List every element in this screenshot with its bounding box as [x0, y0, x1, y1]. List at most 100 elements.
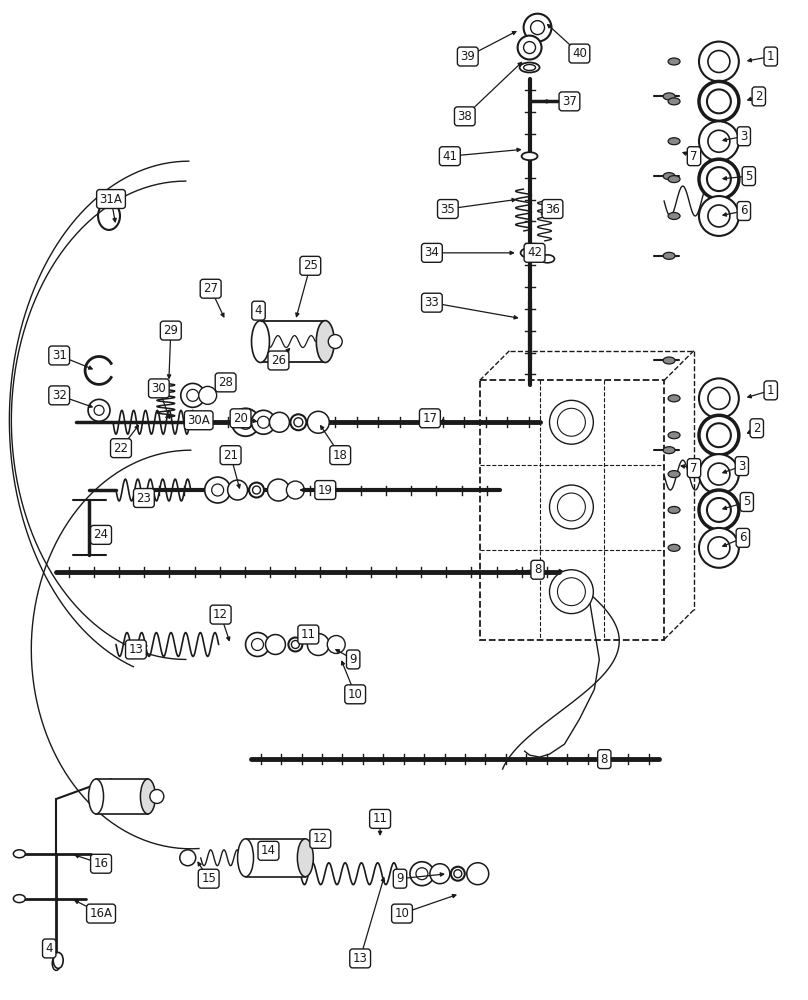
Circle shape	[549, 570, 593, 614]
Text: 3: 3	[740, 130, 747, 143]
Text: 33: 33	[424, 296, 440, 309]
Circle shape	[699, 528, 739, 568]
Text: 4: 4	[45, 942, 53, 955]
Text: 2: 2	[755, 90, 763, 103]
Circle shape	[707, 167, 731, 191]
Ellipse shape	[668, 98, 680, 105]
Ellipse shape	[524, 65, 536, 70]
Circle shape	[187, 389, 199, 401]
Text: 22: 22	[113, 442, 128, 455]
Text: 6: 6	[739, 531, 747, 544]
Ellipse shape	[251, 321, 269, 362]
Text: 30: 30	[151, 382, 166, 395]
Circle shape	[307, 411, 329, 433]
Text: 9: 9	[396, 872, 404, 885]
Circle shape	[558, 578, 585, 606]
Ellipse shape	[668, 58, 680, 65]
Text: 40: 40	[572, 47, 587, 60]
Text: 15: 15	[201, 872, 216, 885]
Circle shape	[549, 400, 593, 444]
Bar	[480, 380, 664, 640]
Text: 8: 8	[534, 563, 541, 576]
Circle shape	[307, 634, 329, 655]
Circle shape	[266, 635, 285, 654]
Text: 12: 12	[313, 832, 328, 845]
Text: 18: 18	[333, 449, 347, 462]
Circle shape	[189, 418, 196, 426]
Ellipse shape	[668, 544, 680, 551]
Ellipse shape	[541, 255, 554, 263]
Ellipse shape	[663, 93, 675, 100]
Circle shape	[524, 42, 536, 54]
Circle shape	[707, 89, 731, 113]
Circle shape	[149, 790, 164, 803]
Bar	[260, 321, 326, 362]
Circle shape	[708, 387, 730, 409]
Circle shape	[708, 130, 730, 152]
Bar	[96, 779, 148, 814]
Circle shape	[707, 498, 731, 522]
Text: 42: 42	[527, 246, 542, 259]
Text: 30A: 30A	[187, 414, 210, 427]
Text: 38: 38	[457, 110, 472, 123]
Ellipse shape	[663, 357, 675, 364]
Text: 19: 19	[318, 484, 333, 497]
Text: 39: 39	[461, 50, 475, 63]
Text: 26: 26	[271, 354, 286, 367]
Text: 1: 1	[767, 50, 775, 63]
Text: 21: 21	[223, 449, 238, 462]
Circle shape	[94, 405, 104, 415]
Text: 1: 1	[767, 384, 775, 397]
Ellipse shape	[454, 870, 462, 878]
Ellipse shape	[89, 779, 103, 814]
Text: 7: 7	[690, 150, 698, 163]
Circle shape	[199, 386, 217, 404]
Circle shape	[531, 21, 545, 35]
Ellipse shape	[316, 321, 335, 362]
Ellipse shape	[451, 867, 465, 881]
Text: 13: 13	[128, 643, 143, 656]
Circle shape	[88, 399, 110, 421]
Bar	[246, 839, 305, 877]
Ellipse shape	[249, 483, 264, 498]
Circle shape	[467, 863, 489, 885]
Text: 13: 13	[353, 952, 368, 965]
Circle shape	[699, 415, 739, 455]
Ellipse shape	[663, 447, 675, 454]
Text: 24: 24	[94, 528, 108, 541]
Circle shape	[430, 864, 450, 884]
Circle shape	[708, 51, 730, 72]
Ellipse shape	[520, 248, 539, 258]
Circle shape	[179, 850, 196, 866]
Circle shape	[708, 205, 730, 227]
Ellipse shape	[294, 418, 303, 427]
Text: 8: 8	[600, 753, 608, 766]
Ellipse shape	[53, 952, 63, 968]
Ellipse shape	[668, 176, 680, 183]
Text: 27: 27	[203, 282, 218, 295]
Circle shape	[699, 81, 739, 121]
Circle shape	[524, 14, 552, 42]
Text: 3: 3	[739, 460, 746, 473]
Text: 25: 25	[303, 259, 318, 272]
Text: 31: 31	[52, 349, 66, 362]
Text: 28: 28	[218, 376, 233, 389]
Circle shape	[328, 335, 343, 349]
Circle shape	[699, 159, 739, 199]
Text: 10: 10	[347, 688, 363, 701]
Text: 4: 4	[255, 304, 263, 317]
Ellipse shape	[668, 212, 680, 219]
Circle shape	[699, 196, 739, 236]
Text: 6: 6	[740, 204, 747, 217]
Circle shape	[707, 423, 731, 447]
Text: 7: 7	[690, 462, 698, 475]
Circle shape	[232, 408, 259, 436]
Text: 16: 16	[94, 857, 108, 870]
Ellipse shape	[522, 152, 537, 160]
Text: 14: 14	[261, 844, 276, 857]
Ellipse shape	[668, 506, 680, 513]
Circle shape	[251, 410, 276, 434]
Text: 17: 17	[423, 412, 437, 425]
Circle shape	[518, 36, 541, 60]
Text: 37: 37	[562, 95, 577, 108]
